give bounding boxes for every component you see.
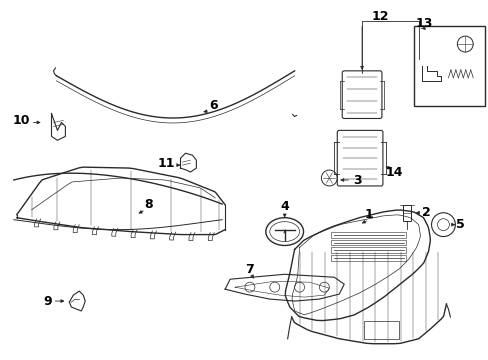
Text: 7: 7 (245, 263, 254, 276)
Text: 3: 3 (352, 174, 361, 186)
Bar (402, 205, 410, 221)
Text: 14: 14 (385, 166, 402, 179)
Bar (364, 321, 398, 339)
Text: 4: 4 (280, 200, 288, 213)
Text: 5: 5 (455, 218, 464, 231)
Text: 12: 12 (370, 10, 388, 23)
Text: 1: 1 (364, 208, 373, 221)
Text: 6: 6 (208, 99, 217, 112)
Text: 8: 8 (144, 198, 153, 211)
Bar (413, 26, 484, 105)
Bar (331, 247, 405, 253)
Text: 9: 9 (43, 294, 51, 307)
Text: 13: 13 (415, 17, 432, 30)
Text: 2: 2 (421, 206, 430, 219)
Bar (331, 231, 405, 238)
Bar (331, 239, 405, 246)
Bar (331, 255, 405, 261)
Text: 10: 10 (12, 114, 30, 127)
Text: 11: 11 (158, 157, 175, 170)
